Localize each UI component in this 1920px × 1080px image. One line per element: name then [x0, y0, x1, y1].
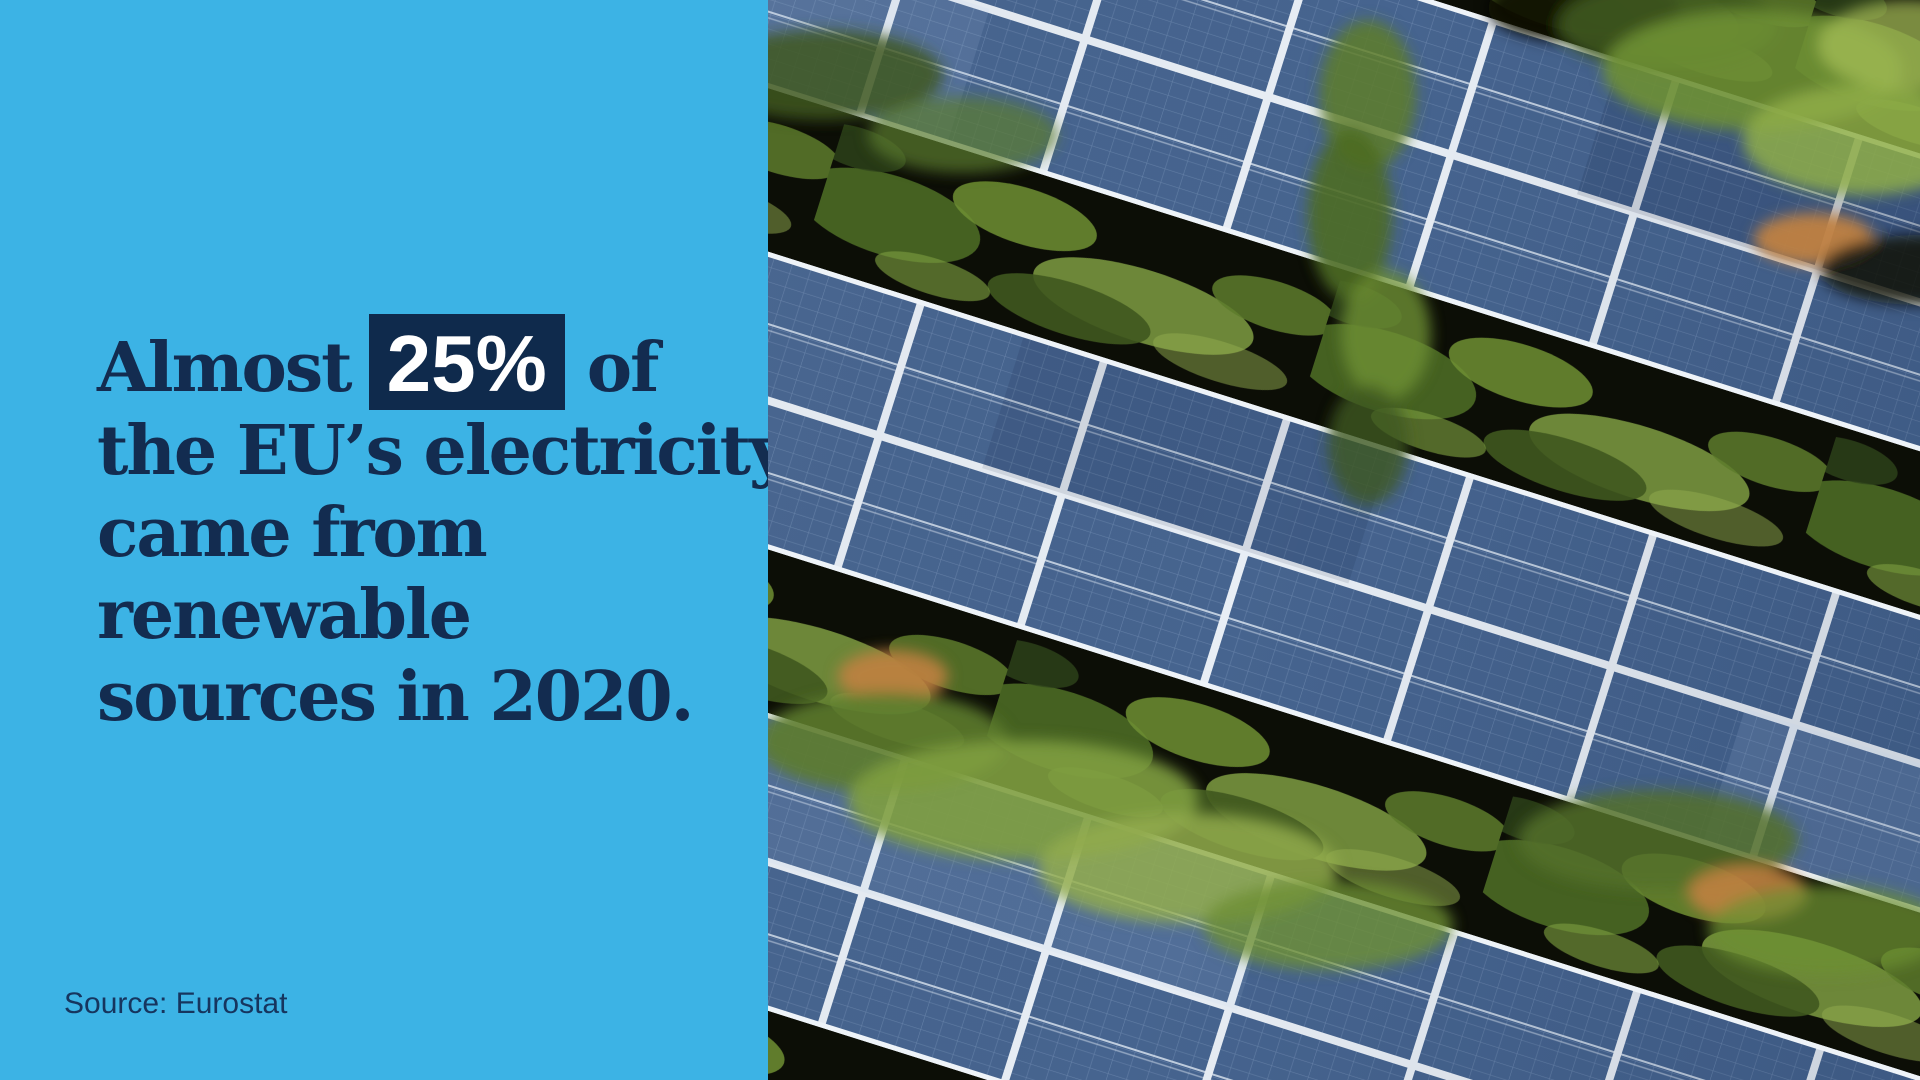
headline-pre: Almost [97, 328, 353, 408]
highlight-stat: 25% [368, 314, 565, 410]
headline-line-4: renewable [97, 575, 472, 655]
headline-line-2: the EU’s electricity [97, 411, 789, 491]
grass-patches [768, 0, 1920, 975]
text-panel: Almost 25% of the EU’s electricity came fr… [0, 0, 789, 1080]
solar-farm-photo-svg [768, 0, 1920, 1080]
headline-line-5: sources in 2020. [97, 657, 694, 737]
headline-post: of [586, 328, 660, 408]
solar-farm-photo [768, 0, 1920, 1080]
headline-line-3: came from [97, 493, 488, 573]
source-attribution: Source: Eurostat [64, 987, 288, 1020]
headline: Almost 25% of the EU’s electricity came fr… [97, 314, 789, 738]
